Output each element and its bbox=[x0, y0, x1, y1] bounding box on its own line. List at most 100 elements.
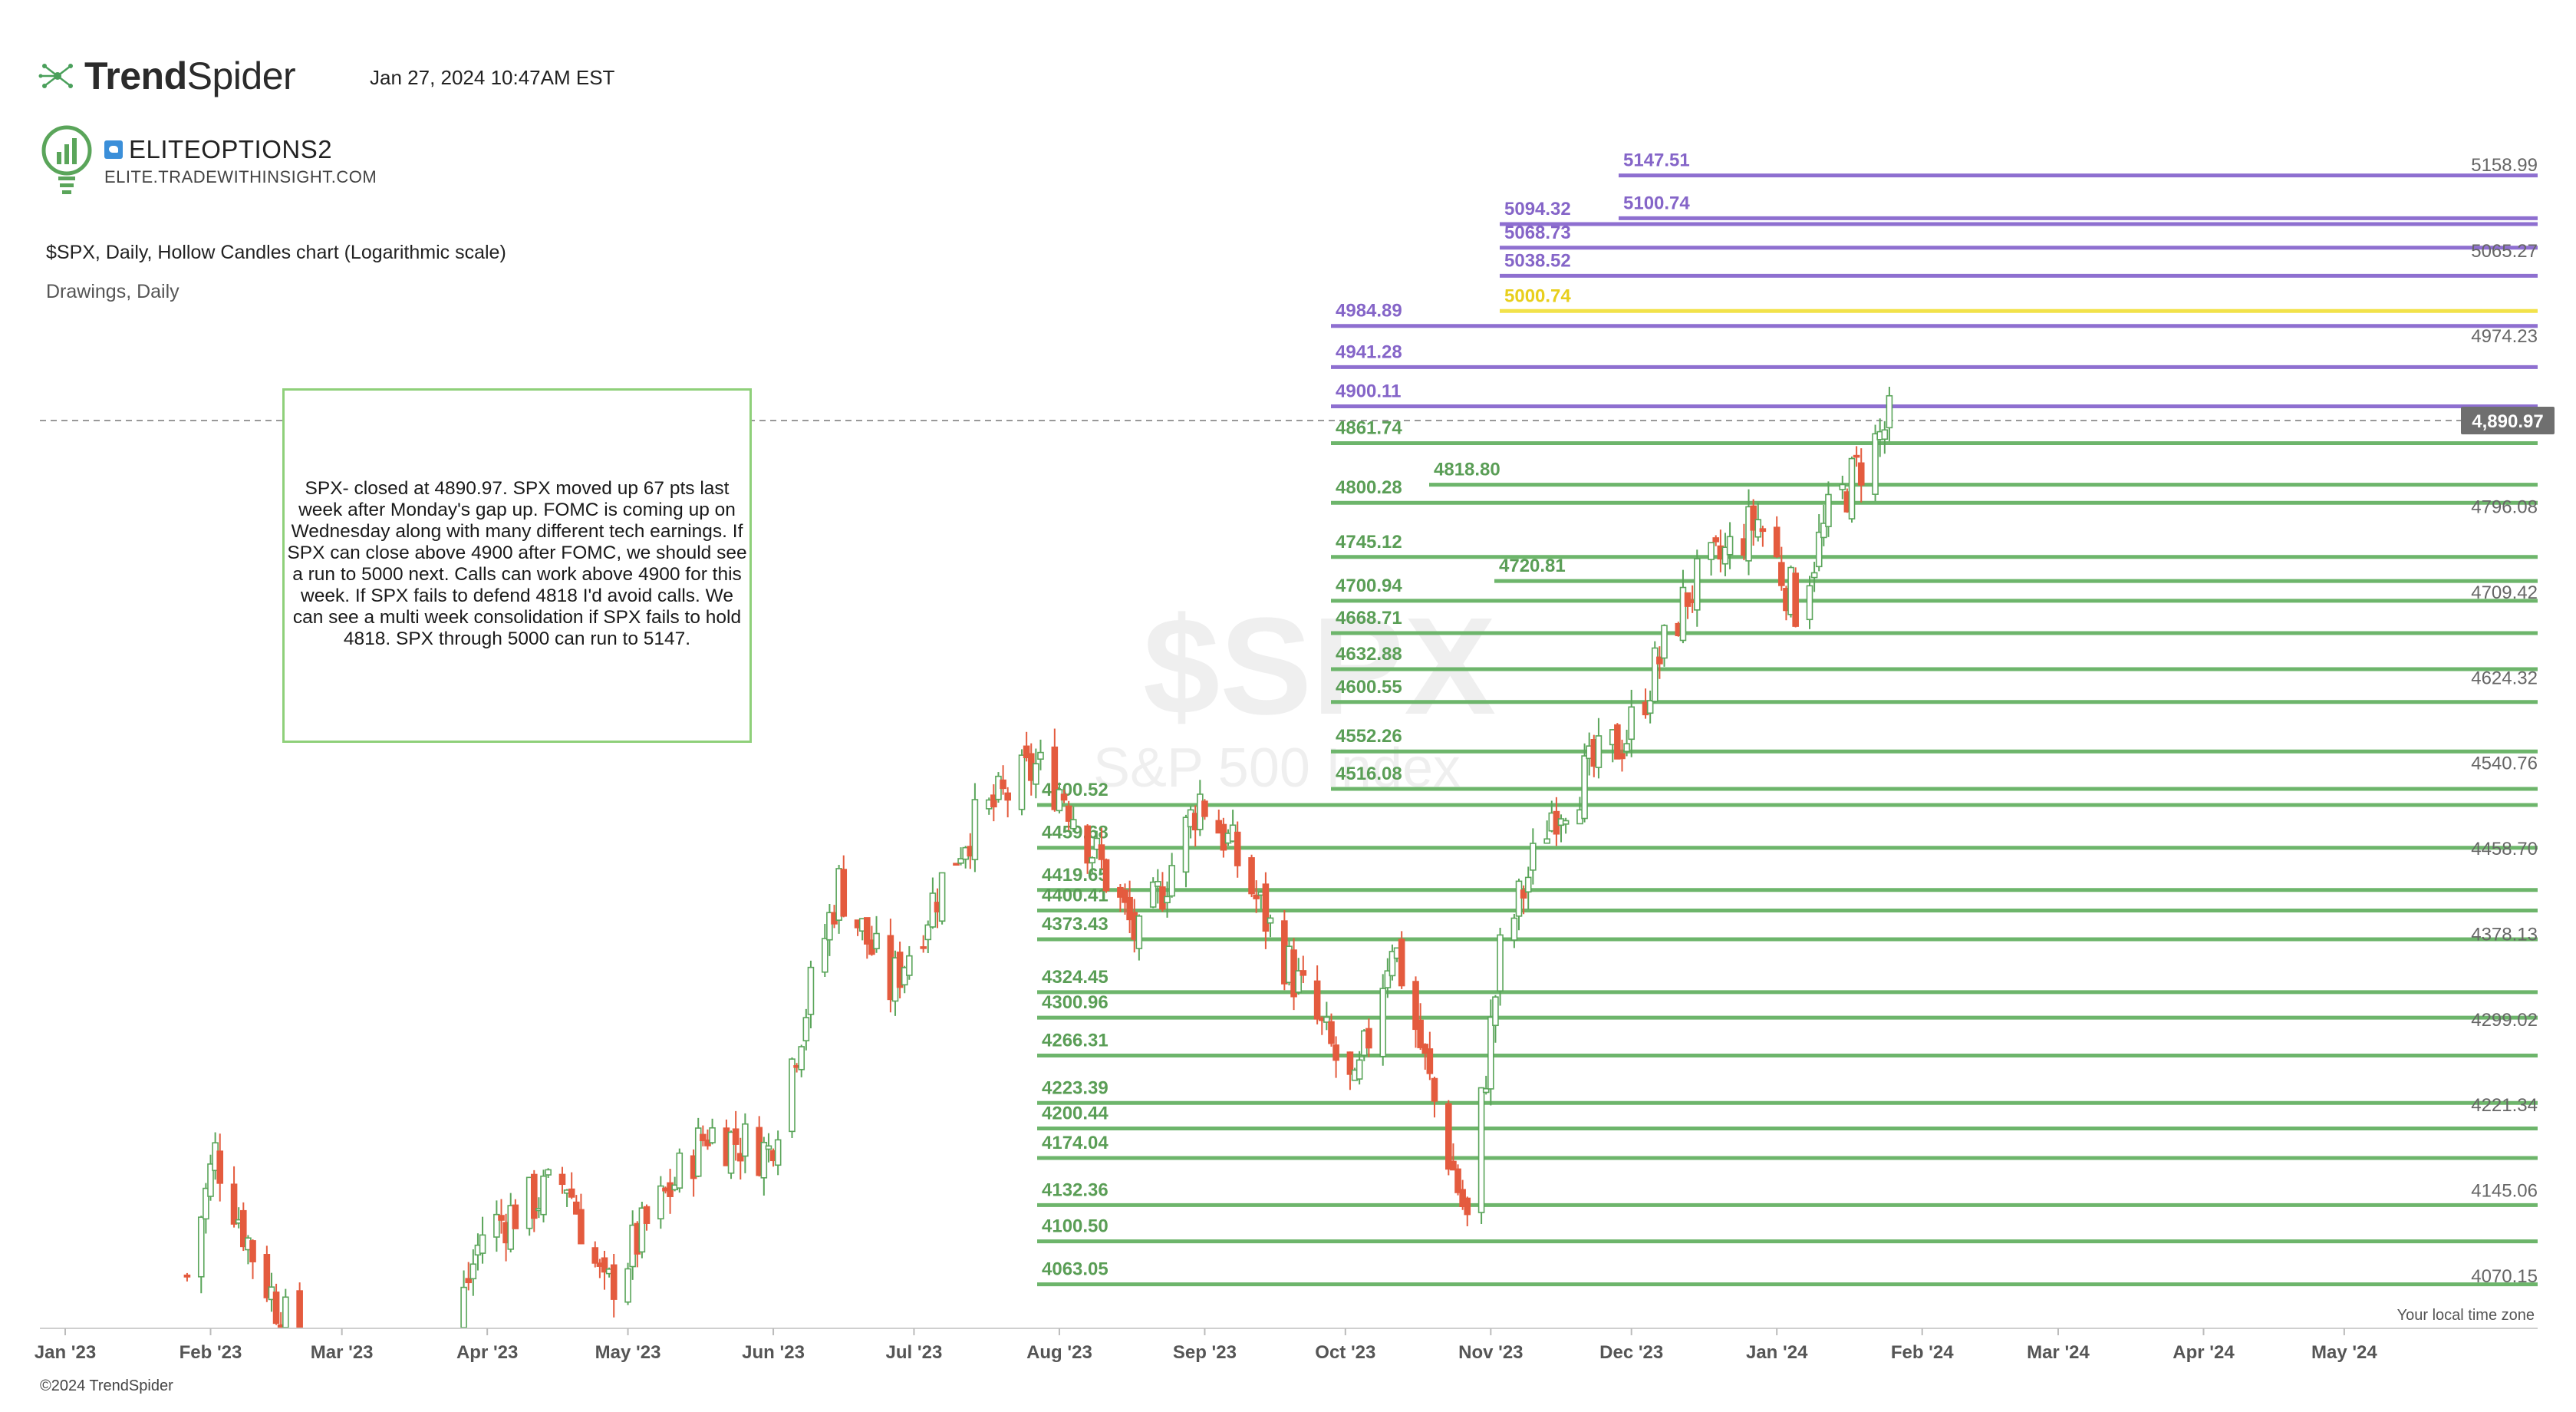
right-axis-tick-5065.27: 5065.27 bbox=[2471, 241, 2538, 262]
analysis-note-text: SPX- closed at 4890.97. SPX moved up 67 … bbox=[287, 478, 747, 649]
candle bbox=[1384, 958, 1392, 998]
level-label-4100.50: 4100.50 bbox=[1042, 1216, 1108, 1237]
candle bbox=[591, 1241, 599, 1268]
candle bbox=[1712, 535, 1720, 546]
candle bbox=[1102, 858, 1110, 893]
candle bbox=[1089, 856, 1096, 874]
x-tick-label: Dec '23 bbox=[1599, 1342, 1663, 1363]
x-tick-label: Jan '24 bbox=[1746, 1342, 1808, 1363]
candle bbox=[183, 1272, 191, 1282]
candle bbox=[1267, 914, 1274, 938]
candle bbox=[1806, 576, 1813, 629]
candle bbox=[1023, 731, 1030, 762]
candle bbox=[272, 1283, 280, 1325]
candle bbox=[638, 1202, 646, 1259]
candle bbox=[1497, 928, 1504, 1006]
drawings-label: Drawings, Daily bbox=[46, 281, 180, 302]
level-label-4700.94: 4700.94 bbox=[1336, 576, 1402, 596]
candle bbox=[938, 872, 946, 925]
candle bbox=[469, 1249, 477, 1296]
candle bbox=[789, 1057, 796, 1138]
right-axis-tick-4378.13: 4378.13 bbox=[2471, 924, 2538, 945]
candle bbox=[624, 1262, 631, 1305]
candle bbox=[1848, 456, 1856, 523]
candle bbox=[700, 1125, 707, 1146]
candle bbox=[203, 1183, 209, 1234]
candle bbox=[1614, 723, 1621, 760]
candle bbox=[1159, 872, 1166, 912]
candle bbox=[1651, 641, 1659, 703]
candle bbox=[1487, 999, 1494, 1106]
copyright: ©2024 TrendSpider bbox=[40, 1377, 173, 1394]
candle bbox=[709, 1118, 716, 1145]
candle bbox=[1346, 1051, 1354, 1090]
candle bbox=[1328, 1013, 1335, 1047]
level-label-5068.73: 5068.73 bbox=[1504, 223, 1571, 243]
candle bbox=[1033, 748, 1039, 799]
candle bbox=[1065, 800, 1072, 831]
candle bbox=[512, 1199, 519, 1229]
candle bbox=[230, 1166, 238, 1228]
svg-text:$SPX: $SPX bbox=[1143, 589, 1496, 744]
level-label-4552.26: 4552.26 bbox=[1336, 726, 1402, 747]
candle bbox=[1234, 821, 1241, 878]
x-tick-label: Apr '23 bbox=[456, 1342, 518, 1363]
candle bbox=[1069, 807, 1077, 833]
candle bbox=[1656, 646, 1663, 679]
candle bbox=[1398, 931, 1405, 989]
x-tick-label: Jul '23 bbox=[886, 1342, 943, 1363]
candle bbox=[465, 1262, 473, 1291]
candle bbox=[873, 915, 880, 953]
candle bbox=[1051, 728, 1059, 812]
chart-title: $SPX, Daily, Hollow Candles chart (Logar… bbox=[46, 242, 506, 263]
candle bbox=[765, 1133, 772, 1163]
candle bbox=[1004, 787, 1011, 818]
candle bbox=[1164, 881, 1171, 918]
level-label-4800.28: 4800.28 bbox=[1336, 477, 1402, 498]
candle bbox=[1300, 955, 1307, 984]
candle bbox=[1562, 817, 1570, 834]
candle bbox=[1524, 866, 1532, 910]
candle bbox=[216, 1133, 224, 1202]
brand-name: ELITEOPTIONS2 bbox=[104, 135, 377, 164]
right-axis-tick-4974.23: 4974.23 bbox=[2471, 326, 2538, 347]
right-axis-tick-4458.70: 4458.70 bbox=[2471, 839, 2538, 859]
candle bbox=[1155, 869, 1161, 904]
timezone-label: Your local time zone bbox=[2396, 1307, 2535, 1324]
candle bbox=[1745, 489, 1752, 576]
candle bbox=[864, 917, 871, 959]
candle bbox=[1388, 944, 1396, 981]
candle bbox=[1708, 542, 1715, 576]
candle bbox=[1510, 913, 1518, 948]
analysis-note-box: SPX- closed at 4890.97. SPX moved up 67 … bbox=[282, 388, 752, 743]
candle bbox=[1168, 853, 1175, 898]
candle bbox=[1581, 743, 1588, 823]
candle bbox=[657, 1176, 664, 1229]
candle bbox=[1122, 883, 1128, 915]
x-tick-label: Sep '23 bbox=[1173, 1342, 1237, 1363]
right-axis-tick-4299.02: 4299.02 bbox=[2471, 1010, 2538, 1031]
candle bbox=[1426, 1031, 1434, 1080]
candle bbox=[1313, 965, 1321, 1024]
candle bbox=[1431, 1077, 1438, 1118]
right-axis-tick-4070.15: 4070.15 bbox=[2471, 1266, 2538, 1287]
last-price-label: 4,890.97 bbox=[2472, 411, 2543, 432]
candle bbox=[1323, 1001, 1330, 1031]
level-label-5147.51: 5147.51 bbox=[1623, 150, 1690, 171]
candle bbox=[1646, 690, 1654, 724]
candle bbox=[807, 960, 815, 1028]
level-label-5000.74: 5000.74 bbox=[1504, 285, 1571, 306]
level-label-5094.32: 5094.32 bbox=[1504, 199, 1571, 219]
candle bbox=[920, 935, 927, 953]
candle bbox=[1520, 885, 1527, 915]
candle bbox=[667, 1169, 674, 1214]
level-label-5100.74: 5100.74 bbox=[1623, 193, 1690, 213]
candle bbox=[578, 1193, 585, 1245]
x-axis: Jan '23 Feb '23 Mar '23 Apr '23 May '23 Jun '… bbox=[35, 1328, 2377, 1363]
candle bbox=[798, 1044, 805, 1077]
candle bbox=[498, 1199, 505, 1234]
candle bbox=[1000, 765, 1006, 795]
candle bbox=[1126, 880, 1133, 933]
candle bbox=[1417, 1003, 1424, 1051]
